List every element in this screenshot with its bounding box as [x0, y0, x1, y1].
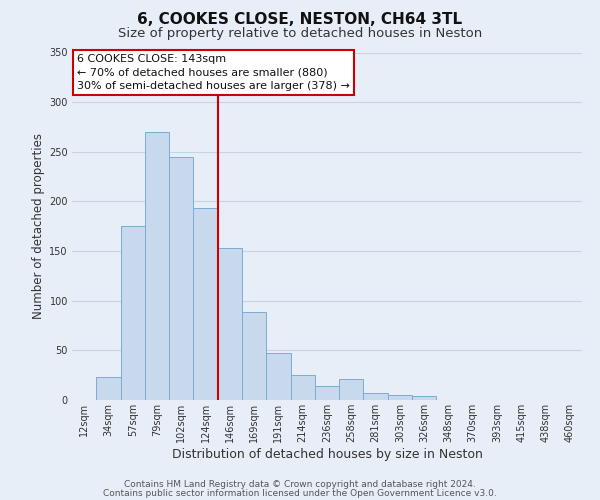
- Text: Contains public sector information licensed under the Open Government Licence v3: Contains public sector information licen…: [103, 488, 497, 498]
- Text: 6, COOKES CLOSE, NESTON, CH64 3TL: 6, COOKES CLOSE, NESTON, CH64 3TL: [137, 12, 463, 28]
- Bar: [290, 375, 315, 400]
- Text: Contains HM Land Registry data © Crown copyright and database right 2024.: Contains HM Land Registry data © Crown c…: [124, 480, 476, 489]
- Y-axis label: Number of detached properties: Number of detached properties: [32, 133, 45, 320]
- Bar: [364, 393, 388, 400]
- Bar: [145, 132, 169, 400]
- Text: Size of property relative to detached houses in Neston: Size of property relative to detached ho…: [118, 28, 482, 40]
- Bar: [266, 354, 290, 400]
- Bar: [169, 157, 193, 400]
- Bar: [96, 377, 121, 400]
- Bar: [412, 396, 436, 400]
- Bar: [121, 226, 145, 400]
- X-axis label: Distribution of detached houses by size in Neston: Distribution of detached houses by size …: [172, 448, 482, 460]
- Bar: [339, 379, 364, 400]
- Text: 6 COOKES CLOSE: 143sqm
← 70% of detached houses are smaller (880)
30% of semi-de: 6 COOKES CLOSE: 143sqm ← 70% of detached…: [77, 54, 350, 90]
- Bar: [218, 248, 242, 400]
- Bar: [193, 208, 218, 400]
- Bar: [315, 386, 339, 400]
- Bar: [388, 395, 412, 400]
- Bar: [242, 312, 266, 400]
